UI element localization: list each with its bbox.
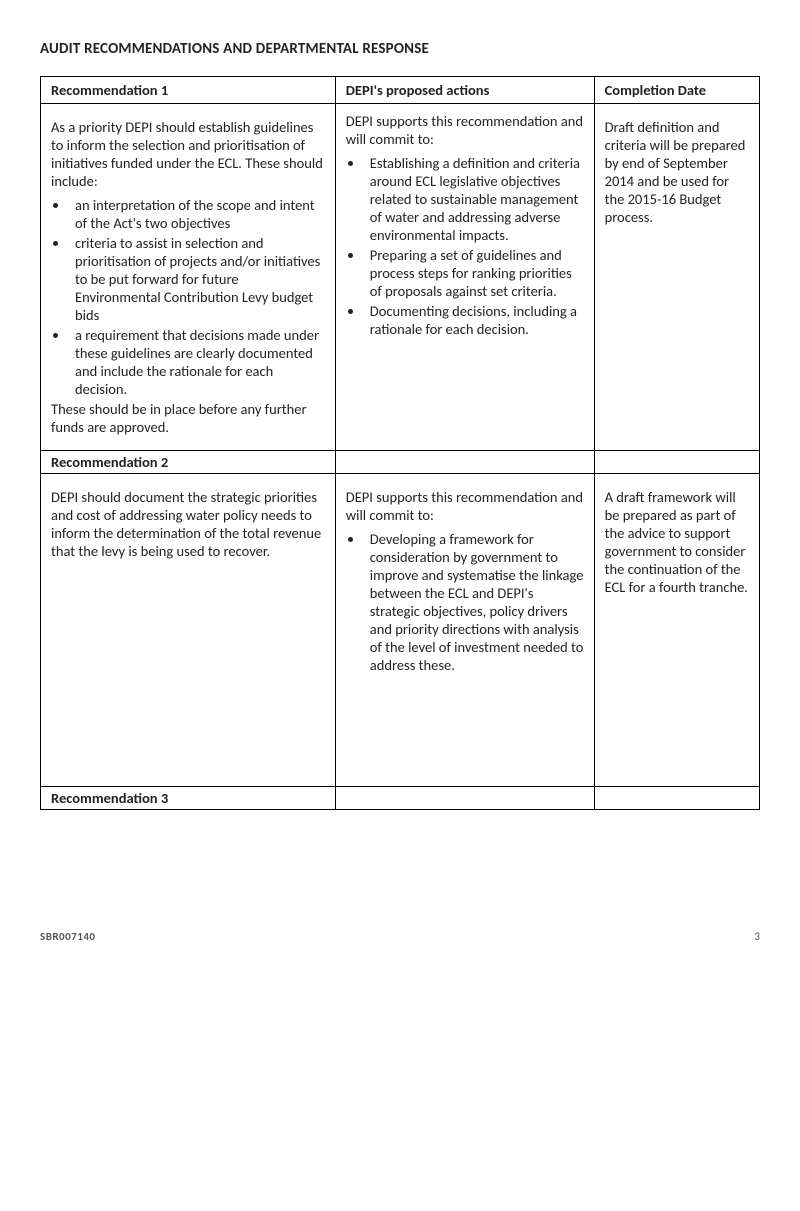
rec2-body: DEPI should document the strategic prior…	[51, 488, 325, 560]
rec2-completion: A draft framework will be prepared as pa…	[594, 474, 759, 787]
rec1-row: As a priority DEPI should establish guid…	[41, 104, 760, 451]
rec2-completion-text: A draft framework will be prepared as pa…	[605, 488, 749, 596]
footer-page-number: 3	[754, 930, 760, 943]
rec3-header: Recommendation 3	[41, 787, 336, 810]
header-col2: DEPI's proposed actions	[335, 77, 594, 104]
rec1-actions-intro: DEPI supports this recommendation and wi…	[346, 112, 584, 148]
recommendations-table: Recommendation 1 DEPI's proposed actions…	[40, 76, 760, 810]
list-item: Preparing a set of guidelines and proces…	[364, 246, 584, 300]
rec1-completion: Draft definition and criteria will be pr…	[594, 104, 759, 451]
list-item: an interpretation of the scope and inten…	[69, 196, 325, 232]
rec1-intro: As a priority DEPI should establish guid…	[51, 118, 325, 190]
rec2-row: DEPI should document the strategic prior…	[41, 474, 760, 787]
rec2-header: Recommendation 2	[41, 451, 336, 474]
rec1-action-bullets: Establishing a definition and criteria a…	[346, 154, 584, 338]
rec2-actions: DEPI supports this recommendation and wi…	[335, 474, 594, 787]
header-col3: Completion Date	[594, 77, 759, 104]
rec1-text: As a priority DEPI should establish guid…	[41, 104, 336, 451]
rec1-bullets: an interpretation of the scope and inten…	[51, 196, 325, 398]
empty-cell	[594, 451, 759, 474]
rec1-outro: These should be in place before any furt…	[51, 400, 325, 436]
header-col1: Recommendation 1	[41, 77, 336, 104]
list-item: a requirement that decisions made under …	[69, 326, 325, 398]
empty-cell	[335, 451, 594, 474]
page-footer: SBR007140 3	[40, 930, 760, 943]
table-header-row: Recommendation 1 DEPI's proposed actions…	[41, 77, 760, 104]
page-title: AUDIT RECOMMENDATIONS AND DEPARTMENTAL R…	[40, 40, 760, 58]
rec2-action-bullets: Developing a framework for consideration…	[346, 530, 584, 674]
list-item: Documenting decisions, including a ratio…	[364, 302, 584, 338]
list-item: Developing a framework for consideration…	[364, 530, 584, 674]
empty-cell	[594, 787, 759, 810]
rec1-completion-text: Draft definition and criteria will be pr…	[605, 118, 749, 226]
empty-cell	[335, 787, 594, 810]
footer-doc-id: SBR007140	[40, 930, 96, 943]
rec2-header-row: Recommendation 2	[41, 451, 760, 474]
list-item: criteria to assist in selection and prio…	[69, 234, 325, 324]
rec2-actions-intro: DEPI supports this recommendation and wi…	[346, 488, 584, 524]
list-item: Establishing a definition and criteria a…	[364, 154, 584, 244]
rec3-header-row: Recommendation 3	[41, 787, 760, 810]
rec1-actions: DEPI supports this recommendation and wi…	[335, 104, 594, 451]
rec2-text: DEPI should document the strategic prior…	[41, 474, 336, 787]
